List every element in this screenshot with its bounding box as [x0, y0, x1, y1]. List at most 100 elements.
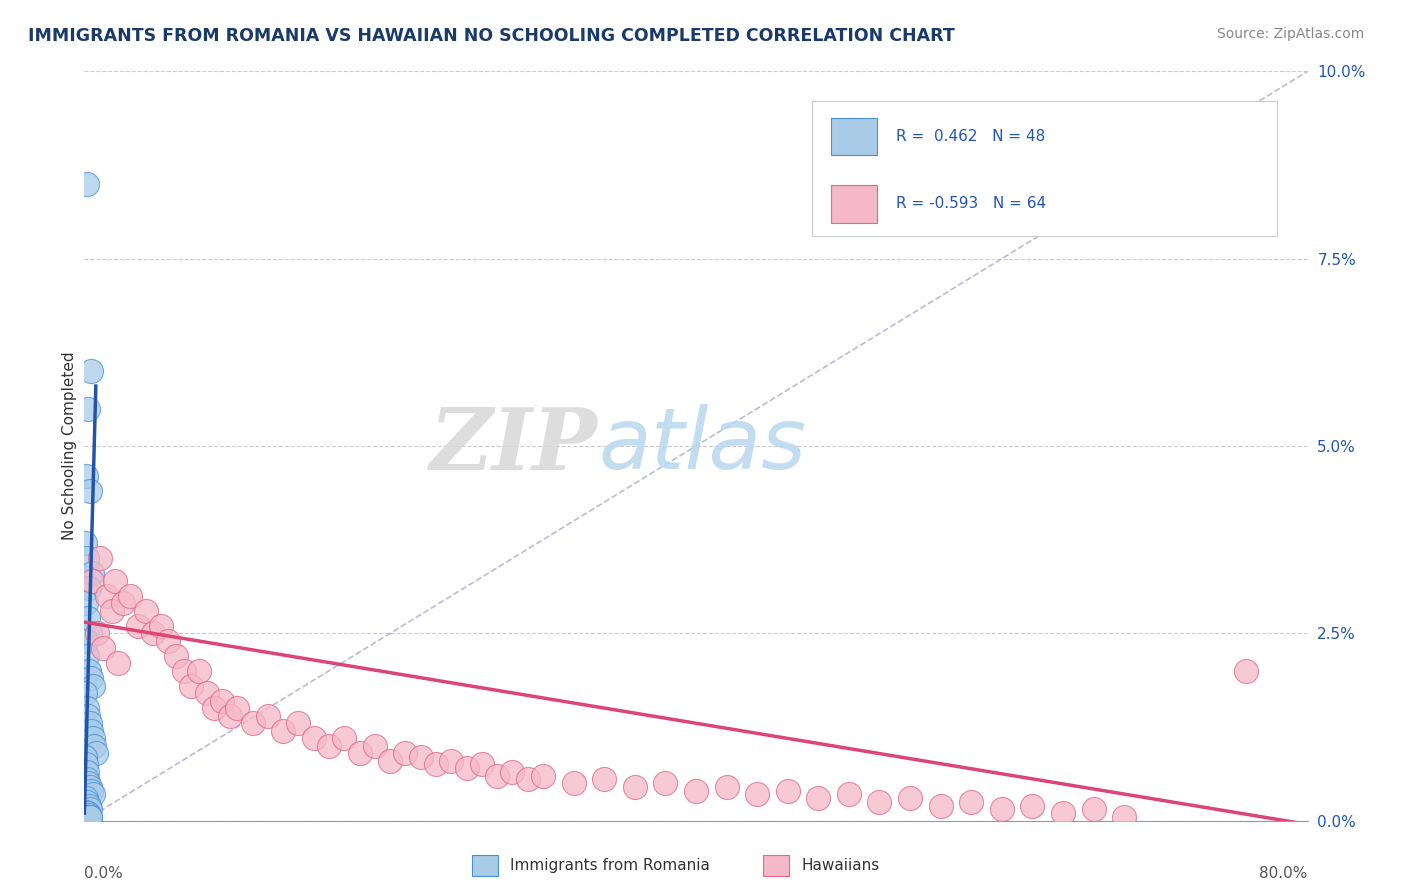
Point	[80, 574, 103, 588]
Point	[76, 764, 98, 779]
Point	[80, 723, 103, 738]
Point	[82, 731, 104, 746]
Point	[82, 788, 104, 802]
Point	[501, 764, 523, 779]
Point	[471, 757, 494, 772]
Point	[77, 401, 100, 416]
Point	[318, 739, 340, 753]
FancyBboxPatch shape	[763, 855, 789, 876]
Point	[91, 641, 114, 656]
Text: Hawaiians: Hawaiians	[801, 858, 880, 872]
Point	[77, 807, 100, 822]
Point	[211, 694, 233, 708]
Point	[1114, 810, 1136, 824]
Point	[75, 536, 97, 550]
Point	[80, 783, 103, 797]
Point	[180, 679, 202, 693]
Point	[165, 648, 187, 663]
Point	[593, 772, 616, 787]
Point	[77, 664, 100, 678]
Point	[77, 810, 100, 824]
Point	[75, 750, 97, 764]
Point	[75, 686, 97, 700]
Point	[111, 596, 134, 610]
Point	[79, 810, 101, 824]
Point	[75, 791, 97, 805]
Point	[716, 780, 738, 794]
Point	[77, 776, 100, 790]
Point	[120, 589, 142, 603]
Point	[101, 604, 124, 618]
Point	[76, 611, 98, 625]
Point	[86, 626, 108, 640]
Point	[76, 795, 98, 809]
Point	[79, 802, 101, 816]
Point	[76, 648, 98, 663]
Point	[838, 788, 860, 802]
Point	[202, 701, 225, 715]
Point	[149, 619, 172, 633]
Point	[75, 757, 97, 772]
Point	[76, 701, 98, 715]
Point	[77, 798, 100, 813]
Point	[380, 754, 402, 768]
Point	[394, 746, 416, 760]
Point	[440, 754, 463, 768]
Point	[79, 780, 101, 794]
Point	[79, 810, 101, 824]
Point	[1234, 664, 1257, 678]
Point	[127, 619, 149, 633]
Point	[77, 810, 100, 824]
Text: ZIP: ZIP	[430, 404, 598, 488]
Point	[76, 810, 98, 824]
Point	[685, 783, 707, 797]
Point	[960, 795, 983, 809]
Point	[173, 664, 195, 678]
Point	[929, 798, 952, 813]
Point	[75, 810, 97, 824]
Point	[142, 626, 165, 640]
Point	[77, 582, 100, 596]
Point	[364, 739, 387, 753]
Point	[80, 364, 103, 378]
Point	[75, 596, 97, 610]
Y-axis label: No Schooling Completed: No Schooling Completed	[62, 351, 77, 541]
Point	[287, 716, 309, 731]
Point	[77, 708, 100, 723]
Point	[654, 776, 676, 790]
Point	[409, 750, 432, 764]
Point	[486, 769, 509, 783]
Point	[745, 788, 768, 802]
Point	[807, 791, 830, 805]
Point	[84, 746, 107, 760]
Point	[79, 716, 101, 731]
Text: atlas: atlas	[598, 404, 806, 488]
Point	[456, 761, 478, 775]
Point	[188, 664, 211, 678]
Point	[425, 757, 447, 772]
Text: Source: ZipAtlas.com: Source: ZipAtlas.com	[1216, 27, 1364, 41]
Point	[76, 806, 98, 821]
Point	[516, 772, 538, 787]
Point	[776, 783, 799, 797]
Point	[76, 177, 98, 191]
Text: IMMIGRANTS FROM ROMANIA VS HAWAIIAN NO SCHOOLING COMPLETED CORRELATION CHART: IMMIGRANTS FROM ROMANIA VS HAWAIIAN NO S…	[28, 27, 955, 45]
Point	[76, 551, 98, 566]
Point	[96, 589, 118, 603]
Point	[75, 633, 97, 648]
Point	[349, 746, 371, 760]
Point	[80, 566, 103, 581]
Point	[89, 551, 111, 566]
Point	[1083, 802, 1105, 816]
Point	[226, 701, 249, 715]
Point	[531, 769, 554, 783]
Point	[104, 574, 127, 588]
Point	[157, 633, 180, 648]
Point	[242, 716, 264, 731]
Point	[1052, 806, 1074, 821]
Point	[195, 686, 218, 700]
Point	[79, 626, 101, 640]
Point	[869, 795, 891, 809]
Point	[83, 739, 105, 753]
Point	[75, 469, 97, 483]
